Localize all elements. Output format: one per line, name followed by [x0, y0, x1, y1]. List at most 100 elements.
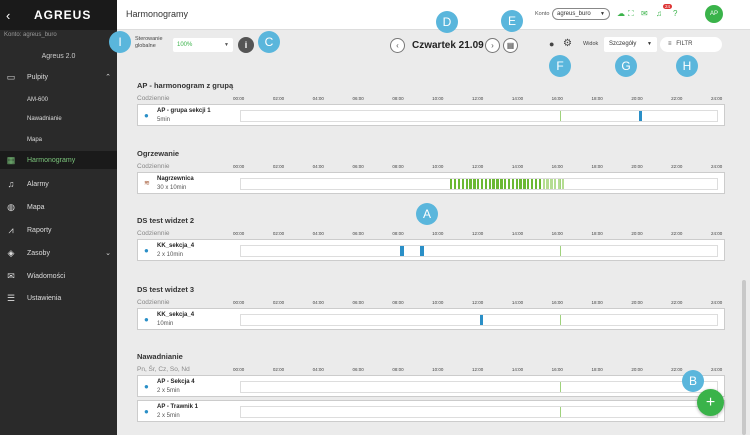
heating-cycle-bar[interactable]: [450, 179, 453, 189]
sidebar-item-am600[interactable]: AM-600: [0, 91, 117, 109]
group-title: Ogrzewanie: [137, 149, 180, 158]
timeline-lane[interactable]: [240, 381, 718, 393]
heating-cycle-bar[interactable]: [496, 179, 499, 189]
water-drop-icon: ●: [144, 315, 149, 324]
sidebar-item-label: Mapa: [27, 137, 43, 143]
heating-cycle-bar[interactable]: [515, 179, 518, 189]
scrollbar[interactable]: [742, 280, 746, 435]
schedule-row[interactable]: ● KK_sekcja_4 10min: [137, 308, 725, 330]
sidebar-item-label: Wiadomości: [27, 272, 66, 280]
heating-cycle-bar[interactable]: [511, 179, 515, 189]
sidebar-item-nawadnianie[interactable]: Nawadnianie: [0, 110, 117, 128]
schedule-row[interactable]: ● KK_sekcja_4 2 x 10min: [137, 239, 725, 261]
heating-cycle-bar[interactable]: [530, 179, 534, 189]
row-duration: 2 x 5min: [157, 413, 180, 419]
heating-cycle-bar[interactable]: [534, 179, 538, 189]
view-select[interactable]: Szczegóły ▼: [604, 37, 657, 52]
heating-cycle-bar[interactable]: [477, 179, 480, 189]
heating-cycle-bar[interactable]: [523, 179, 526, 189]
heating-cycle-bar[interactable]: [461, 179, 465, 189]
schedule-row[interactable]: ≋ Nagrzewnica 30 x 10min: [137, 172, 725, 194]
timeline-lane[interactable]: [240, 178, 718, 190]
sidebar-item-zasoby[interactable]: ◈ Zasoby ⌄: [0, 244, 117, 262]
avatar[interactable]: AP: [705, 5, 723, 23]
row-name: AP - Sekcja 4: [157, 379, 195, 385]
heating-cycle-bar[interactable]: [484, 179, 488, 189]
mail-icon[interactable]: ✉: [641, 9, 648, 18]
prev-day-button[interactable]: ‹: [390, 38, 405, 53]
sidebar-item-ustawienia[interactable]: ☰ Ustawienia: [0, 289, 117, 307]
heating-cycle-bar[interactable]: [550, 179, 553, 189]
heating-cycle-bar[interactable]: [542, 179, 545, 189]
time-tick-label: 00:00: [233, 367, 245, 372]
sidebar-item-mapa-sub[interactable]: Mapa: [0, 131, 117, 149]
account-select[interactable]: agreus_buro ▼: [552, 8, 610, 20]
heating-cycle-bar[interactable]: [554, 179, 557, 189]
back-arrow-icon[interactable]: ‹: [6, 7, 11, 23]
heating-cycle-bar[interactable]: [519, 179, 522, 189]
heating-cycle-bar[interactable]: [507, 179, 511, 189]
heating-cycle-bar[interactable]: [480, 179, 484, 189]
schedule-event-bar[interactable]: [639, 111, 643, 121]
sidebar-item-mapa[interactable]: ◍ Mapa: [0, 198, 117, 216]
timeline-lane[interactable]: [240, 245, 718, 257]
current-time-line: [559, 382, 561, 392]
water-drop-icon[interactable]: ●: [549, 39, 555, 49]
schedule-event-bar[interactable]: [420, 246, 424, 256]
time-tick-label: 04:00: [312, 96, 324, 101]
sidebar-item-pulpity[interactable]: ▭ Pulpity ⌃: [0, 68, 117, 86]
heating-cycle-bar[interactable]: [488, 179, 491, 189]
heating-cycle-bar[interactable]: [473, 179, 476, 189]
group-title: DS test widzet 2: [137, 216, 195, 225]
schedule-event-bar[interactable]: [400, 246, 404, 256]
time-tick-label: 04:00: [312, 231, 324, 236]
group-recurrence-header: Codziennie 00:00 02:00 04:00 06:00 08:00 10:00…: [137, 95, 725, 103]
sidebar-item-alarmy[interactable]: ♫ Alarmy: [0, 175, 117, 193]
row-duration: 10min: [157, 321, 174, 327]
heating-cycle-bar[interactable]: [557, 179, 561, 189]
sidebar-item-harmonogramy[interactable]: ▦ Harmonogramy: [0, 151, 117, 169]
calendar-button[interactable]: ▦: [503, 38, 518, 53]
time-tick-label: 04:00: [312, 300, 324, 305]
timeline-lane[interactable]: [240, 314, 718, 326]
timeline-lane[interactable]: [240, 110, 718, 122]
current-time-line: [559, 246, 561, 256]
help-icon[interactable]: ?: [673, 9, 678, 18]
schedule-row[interactable]: ● AP - Sekcja 4 2 x 5min: [137, 375, 725, 397]
heating-cycle-bar[interactable]: [453, 179, 457, 189]
heating-cycle-bar[interactable]: [457, 179, 461, 189]
time-tick-label: 06:00: [352, 231, 364, 236]
global-control-select[interactable]: 100% ▼: [173, 38, 233, 52]
heating-cycle-bar[interactable]: [465, 179, 468, 189]
heating-cycle-bar[interactable]: [469, 179, 472, 189]
gear-icon[interactable]: ⚙: [563, 38, 572, 49]
heating-cycle-bar[interactable]: [492, 179, 495, 189]
time-tick-label: 22:00: [671, 231, 683, 236]
heating-cycle-bar[interactable]: [500, 179, 503, 189]
schedule-event-bar[interactable]: [480, 315, 484, 325]
filter-button[interactable]: ≡ FILTR: [660, 37, 722, 52]
heating-cycle-bar[interactable]: [546, 179, 549, 189]
fullscreen-icon[interactable]: ⛶: [628, 9, 634, 18]
sidebar-item-raporty[interactable]: ⩘ Raporty: [0, 221, 117, 239]
heating-cycle-bar[interactable]: [538, 179, 542, 189]
recurrence-label: Codziennie: [137, 299, 170, 306]
add-schedule-button[interactable]: +: [697, 389, 724, 416]
callout-g: G: [615, 55, 637, 77]
callout-a: A: [416, 203, 438, 225]
schedule-row[interactable]: ● AP - Trawnik 1 2 x 5min: [137, 400, 725, 422]
time-tick-label: 14:00: [511, 96, 524, 101]
heating-cycle-bar[interactable]: [527, 179, 530, 189]
timeline-lane[interactable]: [240, 406, 718, 418]
sidebar-item-wiadomosci[interactable]: ✉ Wiadomości: [0, 267, 117, 285]
heating-cycle-bar[interactable]: [504, 179, 507, 189]
info-button[interactable]: i: [238, 37, 254, 53]
cloud-icon[interactable]: ☁: [617, 9, 625, 18]
time-tick-label: 12:00: [472, 367, 484, 372]
bell-icon[interactable]: ♫: [656, 9, 662, 18]
heating-cycle-bar[interactable]: [561, 179, 565, 189]
schedule-row[interactable]: ● AP - grupa sekcji 1 5min: [137, 104, 725, 126]
row-duration: 30 x 10min: [157, 185, 187, 191]
next-day-button[interactable]: ›: [485, 38, 500, 53]
row-name: AP - Trawnik 1: [157, 404, 198, 410]
